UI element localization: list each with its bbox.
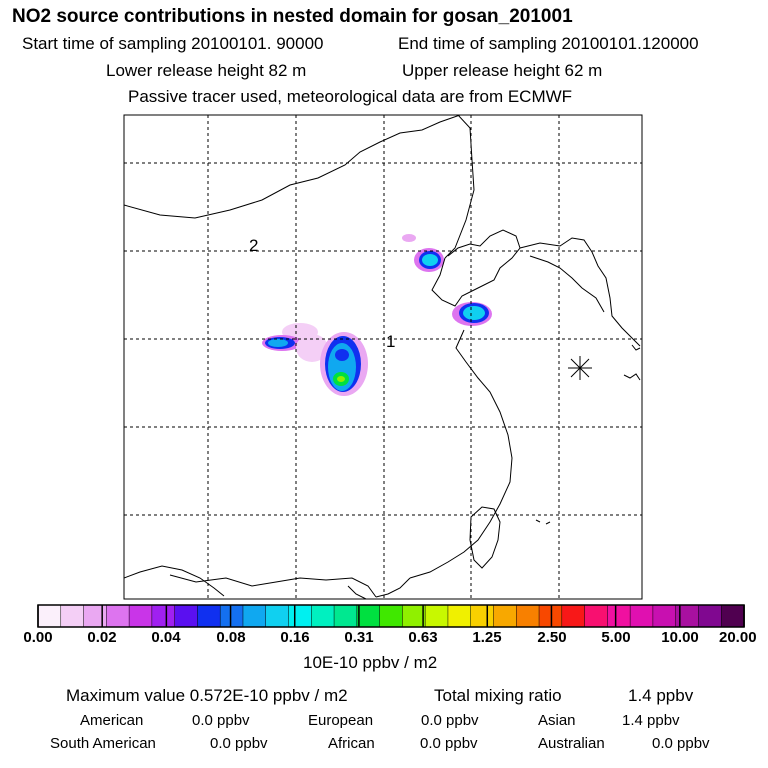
colorbar-swatch — [37, 604, 62, 628]
colorbar-swatch — [652, 604, 677, 628]
colorbar-swatch — [447, 604, 472, 628]
colorbar-tick: 0.31 — [344, 629, 374, 646]
colorbar-swatch — [106, 604, 130, 628]
colorbar-swatch — [174, 604, 199, 628]
source-value-asian: 1.4 ppbv — [622, 712, 680, 729]
total-mixing-ratio-value: 1.4 ppbv — [628, 686, 694, 705]
plume-northeast — [402, 234, 444, 272]
source-value-american: 0.0 ppbv — [192, 712, 250, 729]
source-value-african: 0.0 ppbv — [420, 735, 478, 752]
colorbar-swatch — [333, 604, 358, 628]
coastlines — [124, 115, 641, 599]
colorbar-swatch — [311, 604, 335, 628]
colorbar-swatch — [424, 604, 449, 628]
colorbar-swatch — [470, 604, 495, 628]
colorbar-swatch — [607, 604, 631, 628]
colorbar-swatch — [219, 604, 244, 628]
grid-lines — [124, 115, 642, 599]
colorbar-swatch — [698, 604, 722, 628]
colorbar-swatch — [151, 604, 176, 628]
map-frame — [123, 114, 643, 600]
colorbar-swatch — [379, 604, 404, 628]
colorbar-tick: 2.50 — [537, 629, 567, 646]
colorbar-tick: 10.00 — [661, 629, 699, 646]
chart-title: NO2 source contributions in nested domai… — [12, 6, 573, 27]
end-time-label: End time of sampling 20100101.120000 — [398, 34, 699, 53]
source-label-african: African — [328, 735, 375, 752]
plume-central — [296, 332, 368, 396]
colorbar-swatch — [561, 604, 586, 628]
upper-release-height-label: Upper release height 62 m — [402, 61, 603, 80]
source-label-european: European — [308, 712, 374, 729]
colorbar-swatch — [242, 604, 267, 628]
colorbar — [37, 604, 745, 628]
colorbar-tick: 0.08 — [216, 629, 246, 646]
colorbar-tick: 1.25 — [472, 629, 502, 646]
colorbar-swatch — [538, 604, 563, 628]
colorbar-swatch — [60, 604, 85, 628]
colorbar-swatch — [288, 604, 313, 628]
passive-tracer-note: Passive tracer used, meteorological data… — [128, 87, 573, 106]
map-label-1: 1 — [386, 332, 395, 351]
source-value-european: 0.0 ppbv — [421, 712, 479, 729]
colorbar-swatch — [83, 604, 108, 628]
colorbar-tick: 20.00 — [719, 629, 757, 646]
start-time-label: Start time of sampling 20100101. 90000 — [22, 34, 324, 53]
max-value-label: Maximum value 0.572E-10 ppbv / m2 — [66, 686, 348, 705]
colorbar-swatch — [584, 604, 609, 628]
source-label-south-american: South American — [50, 735, 156, 752]
source-label-american: American — [80, 712, 144, 729]
colorbar-swatch — [356, 604, 381, 628]
colorbar-swatch — [128, 604, 153, 628]
colorbar-tick: 0.16 — [280, 629, 310, 646]
source-value-australian: 0.0 ppbv — [652, 735, 710, 752]
colorbar-swatch — [197, 604, 221, 628]
colorbar-tick: 0.00 — [23, 629, 53, 646]
source-label-australian: Australian — [538, 735, 605, 752]
colorbar-tick: 0.63 — [408, 629, 438, 646]
source-value-south-american: 0.0 ppbv — [210, 735, 268, 752]
colorbar-swatch — [720, 604, 745, 628]
colorbar-swatch — [629, 604, 654, 628]
lower-release-height-label: Lower release height 82 m — [106, 61, 307, 80]
colorbar-swatch — [402, 604, 426, 628]
colorbar-unit: 10E-10 ppbv / m2 — [303, 653, 438, 672]
total-mixing-ratio-label: Total mixing ratio — [434, 686, 562, 705]
colorbar-tick: 0.02 — [87, 629, 117, 646]
colorbar-swatch — [265, 604, 290, 628]
source-label-asian: Asian — [538, 712, 576, 729]
colorbar-swatch — [516, 604, 540, 628]
map-label-2: 2 — [249, 236, 258, 255]
colorbar-tick: 5.00 — [601, 629, 631, 646]
colorbar-tick: 0.04 — [151, 629, 181, 646]
receptor-marker — [568, 356, 592, 380]
plume-east — [452, 302, 492, 326]
colorbar-swatch — [493, 604, 518, 628]
